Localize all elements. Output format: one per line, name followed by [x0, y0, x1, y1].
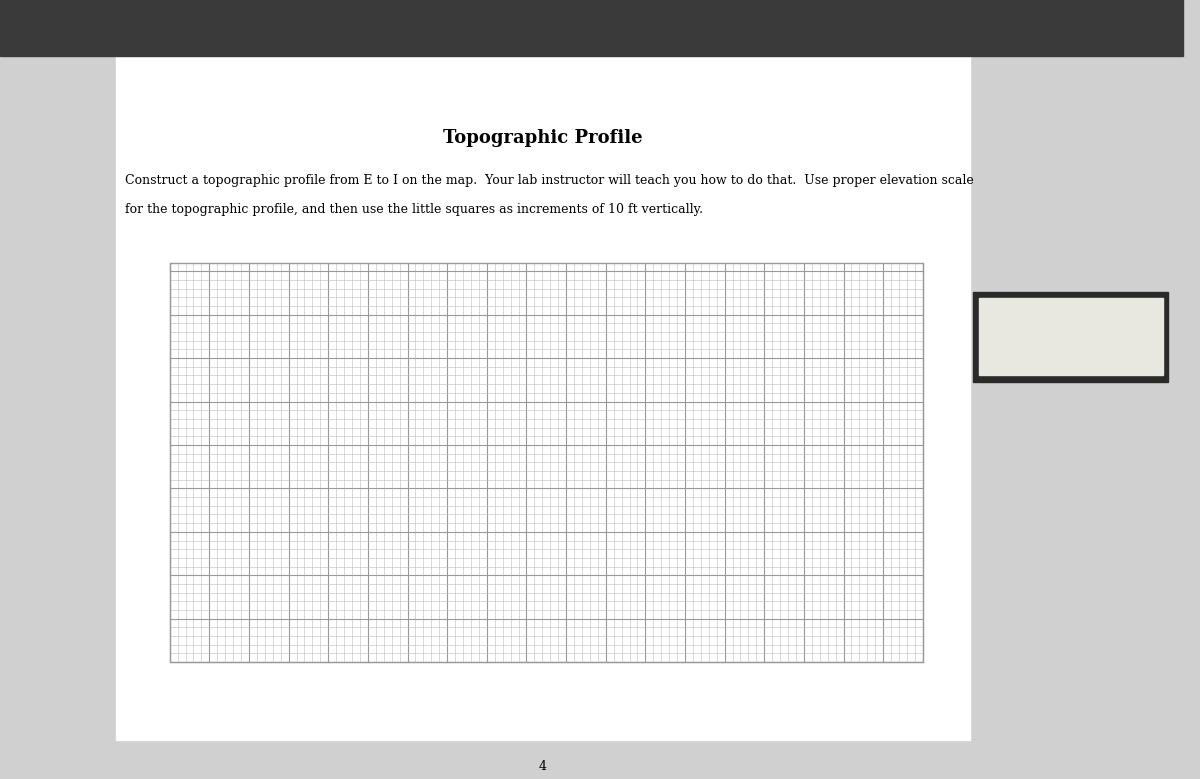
Bar [0, 0, 1183, 56]
Bar [973, 292, 1169, 382]
Text: for the topographic profile, and then use the little squares as increments of 10: for the topographic profile, and then us… [125, 203, 703, 217]
Bar [169, 263, 923, 662]
Bar [116, 55, 970, 740]
Text: 4: 4 [539, 760, 547, 773]
Text: Construct a topographic profile from E to I on the map.  Your lab instructor wil: Construct a topographic profile from E t… [125, 174, 974, 187]
Bar [979, 298, 1163, 375]
Text: Topographic Profile: Topographic Profile [443, 129, 643, 146]
Bar [169, 263, 923, 662]
